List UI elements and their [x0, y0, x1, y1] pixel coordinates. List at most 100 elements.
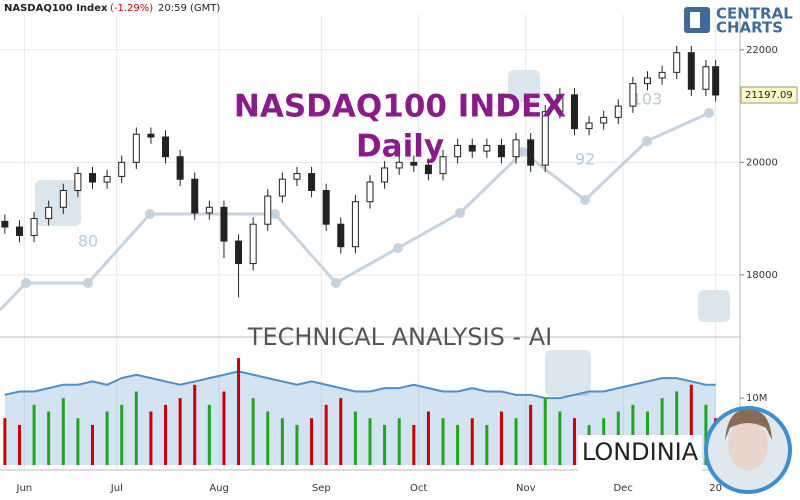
ai-score: 80	[78, 232, 98, 251]
volume-bar	[76, 418, 80, 465]
brand: LONDINIA	[582, 438, 699, 466]
candle-body	[162, 136, 170, 158]
icon	[35, 180, 81, 226]
volume-ma-area	[4, 371, 716, 465]
ai-score: 92	[575, 150, 595, 169]
x-tick-label: Aug	[209, 483, 229, 494]
y-tick-label: 20000	[746, 157, 778, 168]
volume-bar	[660, 398, 664, 465]
candle-body	[59, 189, 67, 208]
candle-body	[454, 144, 462, 158]
candle-body	[89, 173, 96, 183]
x-tick-label: Oct	[410, 483, 427, 494]
volume-bar	[295, 424, 299, 465]
watermark: TECHNICAL ANALYSIS - AI	[247, 323, 552, 351]
volume-bar	[704, 404, 708, 465]
candle-body	[337, 223, 345, 248]
volume-bar	[193, 384, 197, 465]
avatar-hair	[725, 409, 772, 440]
candle-body	[600, 116, 608, 124]
candle-body	[541, 111, 549, 166]
logo-icon	[690, 12, 700, 28]
volume-bar	[689, 384, 693, 465]
volume-bar	[470, 418, 474, 465]
logo-text: CHARTS	[716, 19, 783, 37]
volume-bar	[32, 404, 36, 465]
icon	[698, 290, 730, 322]
brand-box	[578, 435, 702, 471]
candle-body	[220, 206, 228, 242]
volume-bar	[251, 398, 255, 465]
volume-bar	[149, 411, 153, 465]
candle-body	[264, 195, 272, 225]
volume-bar	[3, 418, 7, 465]
candle-body	[366, 181, 374, 203]
symbol: NASDAQ100 Index	[4, 3, 108, 14]
icon	[545, 350, 591, 396]
candle-body	[585, 122, 593, 130]
volume-bar	[558, 411, 562, 465]
candle-body	[322, 189, 330, 225]
volume-bar	[266, 411, 270, 465]
candle-body	[687, 52, 695, 90]
x-tick-label: Sep	[312, 483, 331, 494]
candle-body	[644, 77, 651, 85]
candle-body	[103, 175, 111, 183]
labels: Jun Jul Aug Sep Oct Nov Dec 20 18000 20000 22000 10…	[16, 45, 798, 494]
x-tick-label: Jun	[16, 483, 33, 494]
candle-body	[512, 139, 520, 158]
candle-body	[147, 133, 155, 138]
chart-subtitle: Daily	[356, 129, 444, 165]
candle-body	[381, 167, 389, 183]
volume-tick-label: 10M	[746, 393, 767, 404]
volume-bar	[353, 411, 357, 465]
volume-bar	[310, 418, 314, 465]
logo-text: CENTRAL	[716, 5, 793, 23]
volume-bar	[631, 404, 635, 465]
candle-body	[118, 161, 126, 177]
volume-pane	[3, 358, 718, 465]
candle-body	[410, 161, 418, 166]
volume-bar	[383, 424, 387, 465]
candle-body	[629, 83, 637, 107]
volume-bar	[222, 391, 226, 465]
candle-body	[249, 223, 257, 265]
volume-bar	[426, 411, 430, 465]
candle-body	[308, 173, 316, 191]
volume-bar	[485, 424, 489, 465]
volume-bar	[105, 411, 109, 465]
volume-ma-line	[4, 370, 716, 400]
candle-body	[395, 161, 403, 169]
candle-body	[527, 139, 535, 166]
ai-points	[21, 108, 714, 288]
candle-body	[191, 178, 199, 214]
volume-bar	[456, 424, 460, 465]
y-tick-label: 18000	[746, 270, 778, 281]
candle-body	[673, 52, 681, 73]
x-tick-label: Nov	[516, 483, 536, 494]
volume-bar	[368, 418, 372, 465]
volume-bar	[237, 358, 241, 465]
candle-body	[1, 220, 9, 228]
candle-body	[439, 156, 447, 175]
icon	[508, 70, 540, 102]
candle-body	[614, 105, 622, 118]
price-label: 21197.09	[745, 90, 793, 101]
candle-body	[497, 144, 505, 158]
x-tick-label: 20	[709, 483, 722, 494]
volume-bar	[514, 418, 518, 465]
time: 20:59 (GMT)	[158, 3, 220, 14]
candle-body	[278, 178, 286, 197]
volume-bar	[207, 404, 211, 465]
candle-body	[205, 206, 213, 214]
candle-body	[483, 144, 491, 152]
volume-bar	[280, 418, 284, 465]
volume-bar	[324, 404, 328, 465]
candle-body	[468, 144, 476, 152]
y-tick-label: 22000	[746, 45, 778, 56]
volume-bar	[339, 398, 343, 465]
candle-body	[293, 173, 301, 180]
volume-bar	[178, 398, 182, 465]
candle-body	[712, 66, 720, 96]
candle-body	[45, 206, 53, 220]
